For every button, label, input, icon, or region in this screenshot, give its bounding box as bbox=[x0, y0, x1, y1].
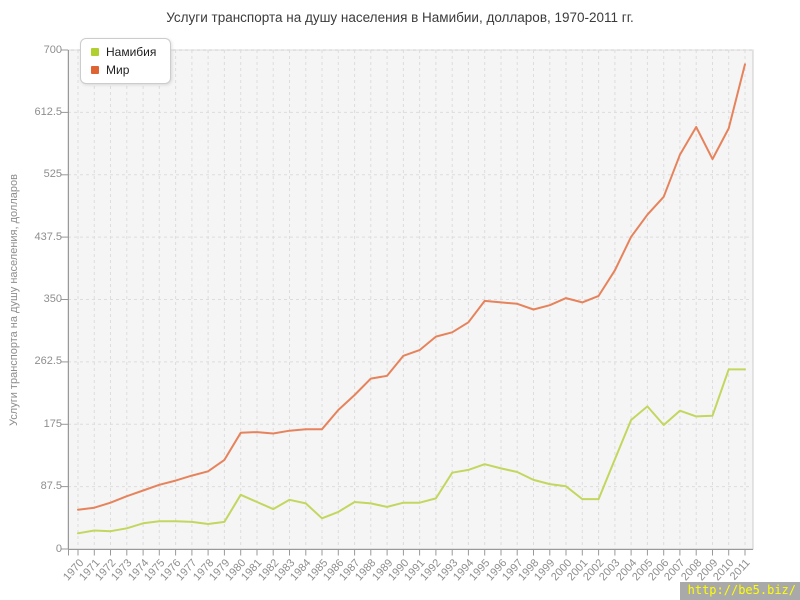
legend-label-namibia: Намибия bbox=[106, 45, 157, 59]
legend-label-mir: Мир bbox=[106, 63, 130, 77]
watermark-url: http://be5.biz/ bbox=[679, 582, 800, 600]
legend-item-namibia: Намибия bbox=[91, 45, 156, 59]
legend-swatch-namibia-icon bbox=[91, 48, 99, 56]
legend: Намибия Мир bbox=[80, 38, 172, 84]
legend-swatch-mir-icon bbox=[91, 66, 99, 74]
chart-title: Услуги транспорта на душу населения в На… bbox=[166, 10, 634, 25]
legend-item-mir: Мир bbox=[91, 63, 156, 77]
series-line-namibia bbox=[77, 368, 746, 535]
series-line-mir bbox=[77, 63, 746, 511]
